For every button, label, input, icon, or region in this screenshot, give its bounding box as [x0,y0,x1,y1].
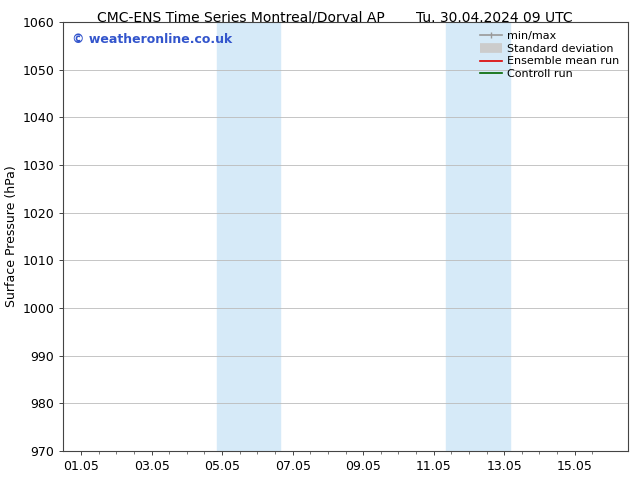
Legend: min/max, Standard deviation, Ensemble mean run, Controll run: min/max, Standard deviation, Ensemble me… [477,27,622,83]
Text: © weatheronline.co.uk: © weatheronline.co.uk [72,33,232,46]
Bar [446,22,510,451]
Bar [217,22,280,451]
Text: Tu. 30.04.2024 09 UTC: Tu. 30.04.2024 09 UTC [416,11,573,25]
Text: CMC-ENS Time Series Montreal/Dorval AP: CMC-ENS Time Series Montreal/Dorval AP [97,11,385,25]
Y-axis label: Surface Pressure (hPa): Surface Pressure (hPa) [5,166,18,307]
